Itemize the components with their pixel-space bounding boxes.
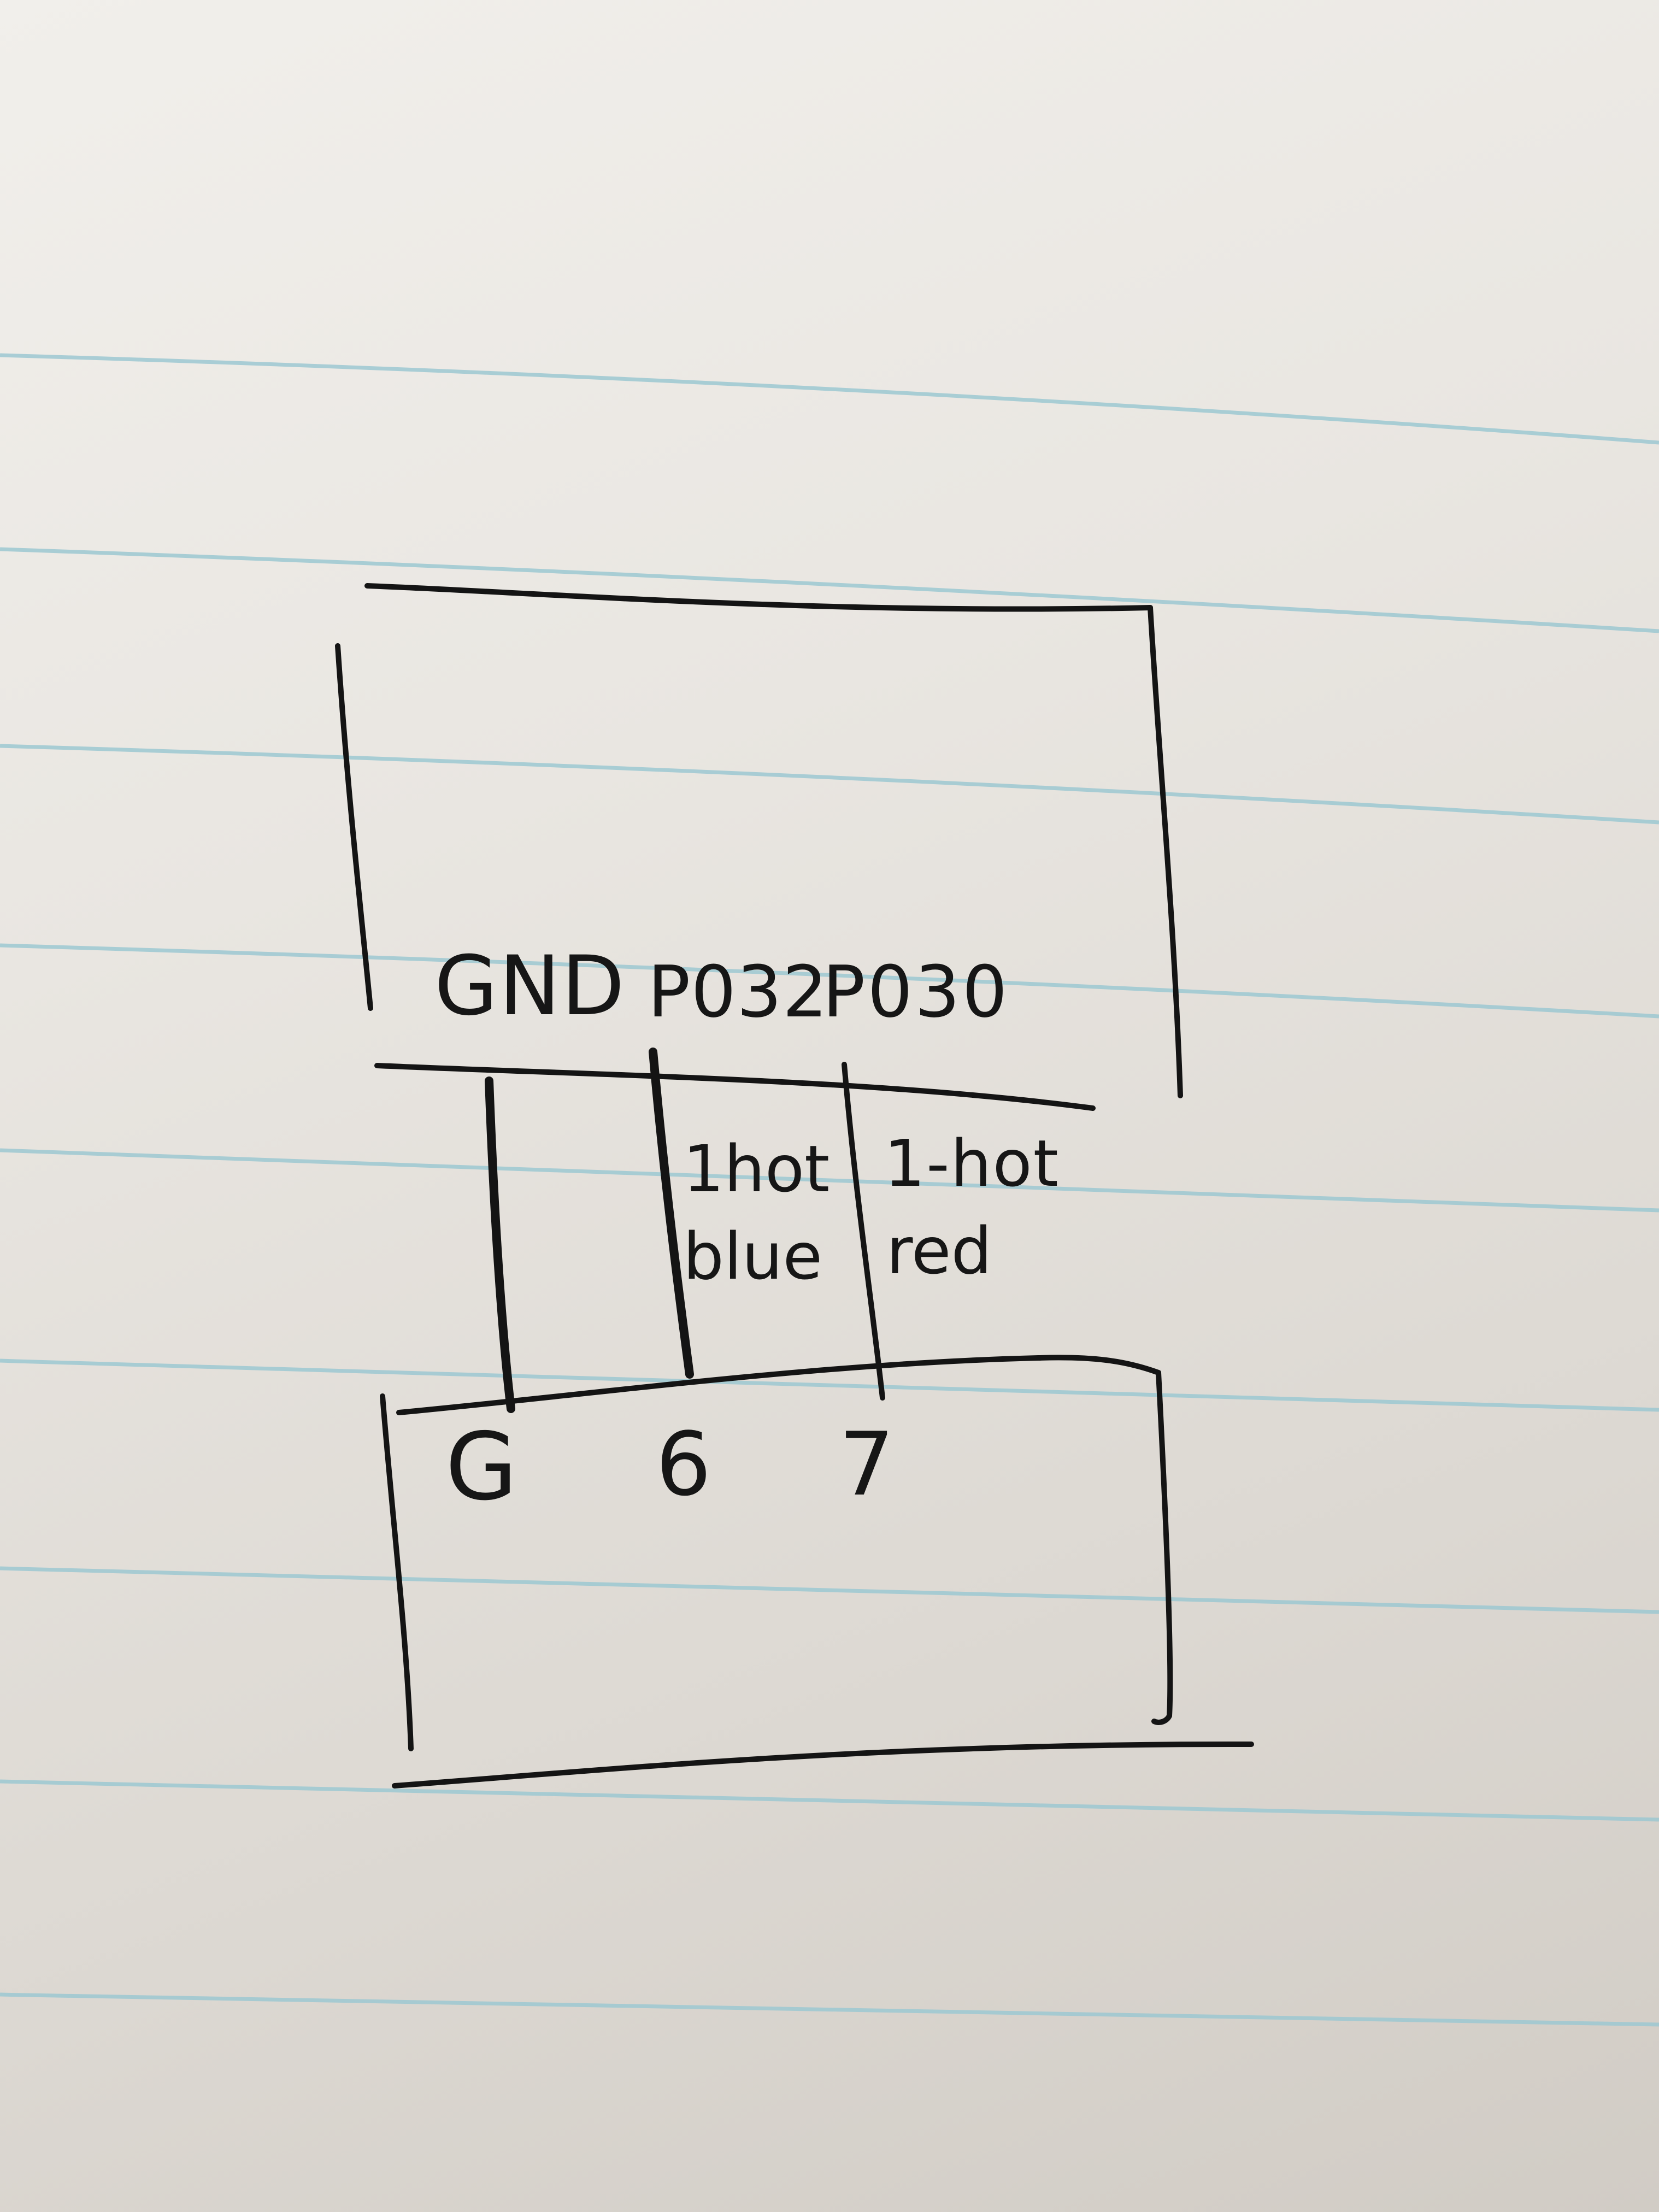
rule-line [0,1779,1659,1822]
wire-p032 [649,1048,694,1379]
pin-label-g: G [445,1413,517,1521]
rule-line [0,943,1659,1019]
wire-p030 [842,1062,885,1401]
rule-line [0,1358,1659,1412]
wire-label-right-line2: red [886,1213,992,1289]
rule-line [0,547,1659,633]
pin-label-gnd: GND [434,939,626,1034]
rule-line [0,744,1659,825]
pin-label-6: 6 [656,1413,711,1515]
rule-line [0,353,1659,445]
wire-gnd [485,1076,515,1413]
top-board-outline [335,583,1183,1098]
wire-label-middle-line2: blue [683,1219,823,1294]
pin-label-p030: P030 [822,950,1010,1033]
connector-bar [374,1048,1096,1413]
rule-line [0,1566,1659,1614]
wire-label-right-line1: 1-hot [884,1126,1060,1201]
pin-label-p032: P032 [648,950,828,1033]
wire-label-middle-line1: 1hot [683,1131,830,1207]
rule-line [0,1148,1659,1213]
pin-label-7: 7 [839,1413,895,1515]
bottom-board-outline [380,1355,1254,1789]
rule-line [0,1992,1659,2027]
